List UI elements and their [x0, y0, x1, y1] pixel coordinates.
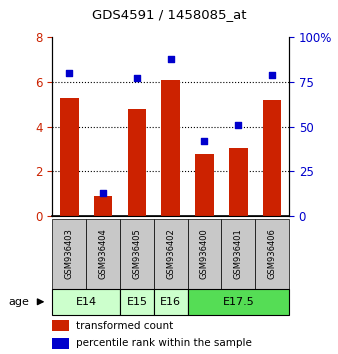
- Point: [134, 75, 140, 81]
- Point: [202, 138, 207, 144]
- Text: GDS4591 / 1458085_at: GDS4591 / 1458085_at: [92, 8, 246, 21]
- Bar: [94, 196, 113, 216]
- Bar: [86, 219, 120, 289]
- Bar: [154, 219, 188, 289]
- Point: [100, 190, 106, 195]
- Bar: [52, 320, 69, 331]
- Bar: [52, 219, 86, 289]
- Text: GSM936404: GSM936404: [99, 229, 107, 279]
- Bar: [128, 109, 146, 216]
- Bar: [120, 289, 154, 315]
- Bar: [188, 219, 221, 289]
- Bar: [162, 80, 180, 216]
- Text: E14: E14: [76, 297, 97, 307]
- Text: E16: E16: [160, 297, 181, 307]
- Point: [67, 70, 72, 76]
- Text: GSM936403: GSM936403: [65, 229, 74, 279]
- Text: percentile rank within the sample: percentile rank within the sample: [76, 338, 252, 348]
- Bar: [52, 338, 69, 349]
- Bar: [60, 97, 78, 216]
- Text: GSM936401: GSM936401: [234, 229, 243, 279]
- Bar: [52, 289, 120, 315]
- Text: GSM936400: GSM936400: [200, 229, 209, 279]
- Text: GSM936405: GSM936405: [132, 229, 141, 279]
- Bar: [195, 154, 214, 216]
- Point: [168, 56, 173, 62]
- Text: GSM936402: GSM936402: [166, 229, 175, 279]
- Bar: [188, 289, 289, 315]
- Bar: [221, 219, 255, 289]
- Bar: [154, 289, 188, 315]
- Point: [236, 122, 241, 127]
- Bar: [120, 219, 154, 289]
- Text: E15: E15: [126, 297, 147, 307]
- Bar: [255, 219, 289, 289]
- Text: GSM936406: GSM936406: [268, 229, 276, 279]
- Point: [269, 72, 275, 78]
- Text: transformed count: transformed count: [76, 321, 173, 331]
- Text: E17.5: E17.5: [222, 297, 254, 307]
- Bar: [229, 148, 247, 216]
- Bar: [263, 100, 281, 216]
- Text: age: age: [8, 297, 29, 307]
